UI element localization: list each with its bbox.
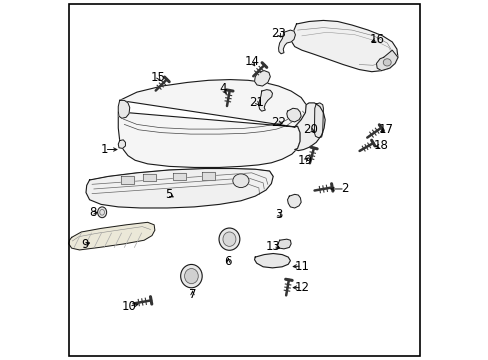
Ellipse shape (180, 265, 202, 288)
Ellipse shape (232, 174, 248, 188)
Ellipse shape (98, 207, 106, 218)
Polygon shape (376, 50, 397, 71)
Text: 8: 8 (89, 206, 96, 219)
Text: 17: 17 (378, 123, 393, 136)
Polygon shape (278, 30, 295, 54)
Polygon shape (173, 173, 186, 180)
Polygon shape (287, 194, 301, 208)
Text: 3: 3 (274, 208, 282, 221)
Text: 4: 4 (219, 82, 226, 95)
Text: 2: 2 (341, 183, 348, 195)
Text: 15: 15 (151, 71, 165, 84)
Text: 5: 5 (165, 188, 173, 201)
Polygon shape (254, 71, 270, 86)
Polygon shape (258, 90, 272, 111)
Polygon shape (142, 174, 156, 181)
Text: 13: 13 (265, 240, 280, 253)
Ellipse shape (223, 232, 235, 246)
Polygon shape (314, 103, 323, 138)
Polygon shape (118, 100, 129, 118)
Polygon shape (202, 172, 215, 180)
Text: 1: 1 (101, 143, 108, 156)
Text: 19: 19 (297, 154, 312, 167)
Polygon shape (69, 222, 155, 250)
Text: 22: 22 (270, 116, 285, 129)
Text: 18: 18 (372, 139, 387, 152)
Polygon shape (86, 168, 273, 208)
Text: 21: 21 (249, 96, 264, 109)
Polygon shape (286, 108, 301, 122)
Text: 6: 6 (224, 255, 232, 268)
Text: 14: 14 (244, 55, 259, 68)
Text: 9: 9 (81, 238, 88, 251)
Ellipse shape (219, 228, 239, 250)
Text: 11: 11 (294, 260, 309, 273)
Text: 7: 7 (188, 288, 196, 301)
Polygon shape (254, 253, 290, 268)
Text: 20: 20 (303, 123, 318, 136)
Text: 10: 10 (122, 300, 136, 313)
Polygon shape (118, 140, 125, 148)
Polygon shape (291, 21, 397, 72)
Ellipse shape (184, 269, 198, 284)
Polygon shape (118, 80, 305, 167)
Text: 16: 16 (369, 33, 384, 46)
Ellipse shape (383, 59, 390, 66)
Polygon shape (121, 176, 134, 184)
Polygon shape (277, 239, 290, 249)
Text: 12: 12 (294, 281, 309, 294)
Polygon shape (294, 103, 325, 150)
Text: 23: 23 (270, 27, 285, 40)
